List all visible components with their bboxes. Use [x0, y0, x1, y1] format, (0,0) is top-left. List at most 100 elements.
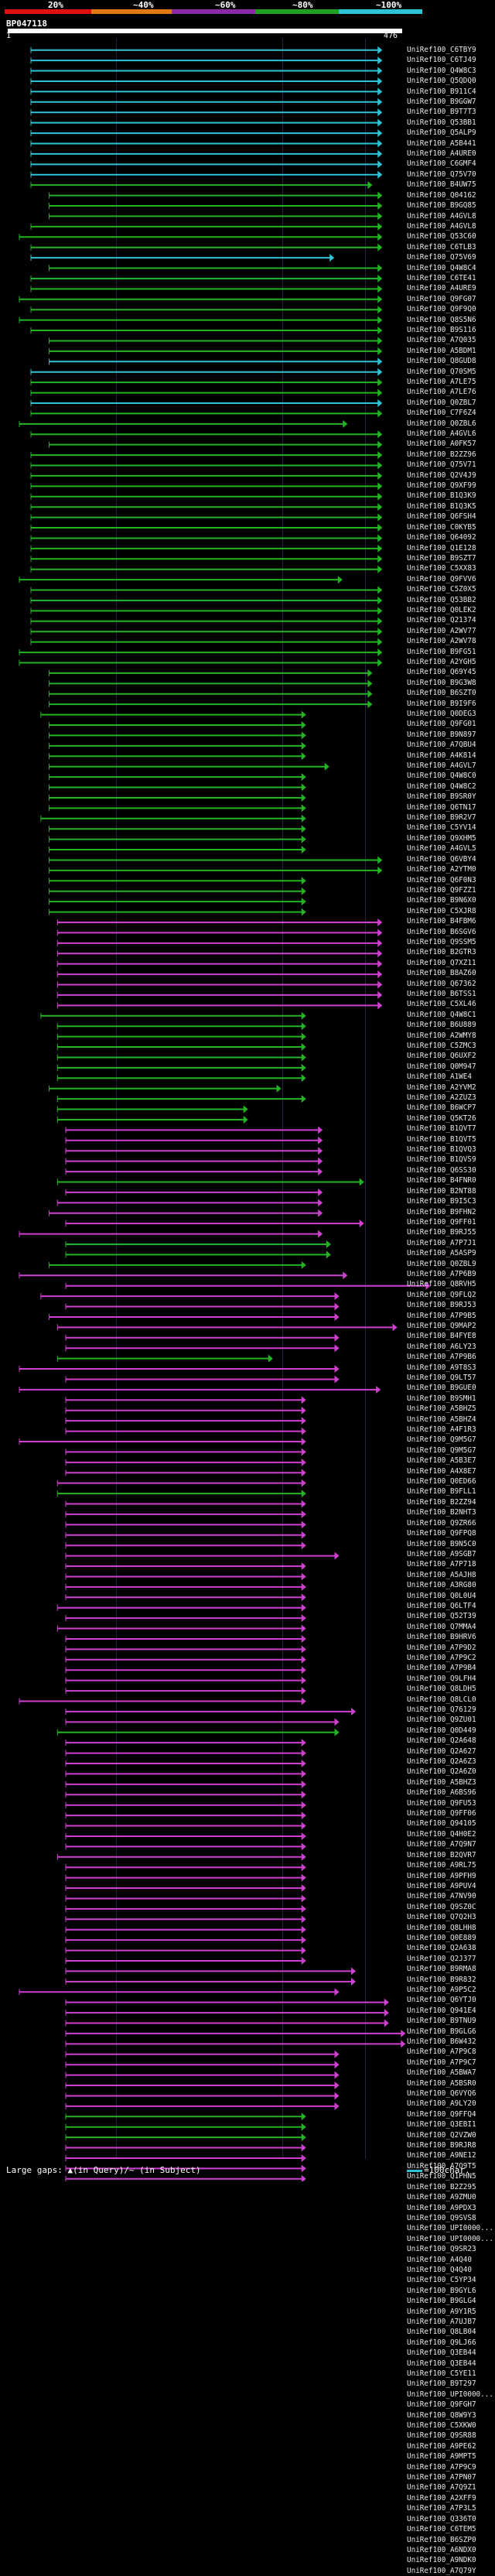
- hit-name[interactable]: UniRef100_Q9FPQ8: [407, 1529, 476, 1538]
- hit-track[interactable]: [56, 1354, 273, 1363]
- hit-name[interactable]: UniRef100_B9SMH1: [407, 1394, 476, 1403]
- hit-name[interactable]: UniRef100_Q941E4: [407, 2006, 476, 2015]
- hit-name[interactable]: UniRef100_A4URE9: [407, 284, 476, 293]
- hit-track[interactable]: [65, 2143, 306, 2152]
- hit-track[interactable]: [65, 2154, 306, 2162]
- hit-track[interactable]: [65, 2071, 340, 2079]
- hit-name[interactable]: UniRef100_B9GLG4: [407, 2297, 476, 2306]
- hit-track[interactable]: [65, 1582, 306, 1591]
- hit-track[interactable]: [49, 679, 373, 688]
- hit-name[interactable]: UniRef100_Q76129: [407, 1705, 476, 1714]
- hit-name[interactable]: UniRef100_Q336T0: [407, 2514, 476, 2523]
- hit-name[interactable]: UniRef100_Q9ZU01: [407, 1716, 476, 1725]
- hit-track[interactable]: [30, 513, 383, 522]
- hit-track[interactable]: [19, 1988, 340, 1996]
- hit-track[interactable]: [19, 648, 383, 657]
- hit-track[interactable]: [56, 1063, 306, 1072]
- hit-track[interactable]: [65, 1915, 306, 1924]
- hit-track[interactable]: [30, 596, 383, 604]
- hit-name[interactable]: UniRef100_Q1E128: [407, 543, 476, 552]
- hit-name[interactable]: UniRef100_A9PE62: [407, 2441, 476, 2451]
- hit-name[interactable]: UniRef100_B4FNR0: [407, 1176, 476, 1185]
- hit-track[interactable]: [30, 56, 383, 65]
- hit-name[interactable]: UniRef100_Q75V69: [407, 253, 476, 262]
- hit-name[interactable]: UniRef100_C5XKW0: [407, 2421, 476, 2431]
- hit-name[interactable]: UniRef100_Q04162: [407, 190, 476, 200]
- hit-name[interactable]: UniRef100_A9LY20: [407, 2099, 476, 2109]
- hit-track[interactable]: [30, 378, 383, 387]
- hit-name[interactable]: UniRef100_A7P9B4: [407, 1664, 476, 1673]
- hit-track[interactable]: [65, 1770, 306, 1778]
- hit-track[interactable]: [49, 689, 373, 698]
- hit-track[interactable]: [65, 1240, 331, 1249]
- hit-name[interactable]: UniRef100_A5AJH8: [407, 1570, 476, 1579]
- hit-name[interactable]: UniRef100_Q8LHH8: [407, 1923, 476, 1932]
- hit-name[interactable]: UniRef100_B1QVQ3: [407, 1145, 476, 1155]
- hit-name[interactable]: UniRef100_Q4W8C3: [407, 66, 476, 75]
- hit-track[interactable]: [65, 1998, 389, 2006]
- hit-name[interactable]: UniRef100_C6TJ49: [407, 56, 476, 65]
- hit-name[interactable]: UniRef100_B9I9F6: [407, 699, 476, 708]
- hit-name[interactable]: UniRef100_B9SR0Y: [407, 792, 476, 802]
- hit-name[interactable]: UniRef100_Q6SS30: [407, 1165, 476, 1175]
- hit-name[interactable]: UniRef100_A9PFH9: [407, 1871, 476, 1880]
- hit-track[interactable]: [56, 1001, 383, 1010]
- hit-track[interactable]: [65, 1281, 431, 1290]
- hit-track[interactable]: [65, 1822, 306, 1830]
- hit-track[interactable]: [30, 181, 373, 190]
- hit-track[interactable]: [65, 1551, 340, 1560]
- hit-name[interactable]: UniRef100_A5BHZ5: [407, 1404, 476, 1414]
- hit-track[interactable]: [56, 1032, 306, 1041]
- hit-track[interactable]: [49, 721, 306, 730]
- hit-name[interactable]: UniRef100_Q8LB04: [407, 2328, 476, 2337]
- hit-track[interactable]: [49, 887, 306, 895]
- hit-track[interactable]: [56, 960, 383, 968]
- hit-name[interactable]: UniRef100_A9RL75: [407, 1861, 476, 1870]
- hit-track[interactable]: [65, 1655, 306, 1664]
- hit-track[interactable]: [56, 1603, 306, 1612]
- hit-name[interactable]: UniRef100_B2NT88: [407, 1186, 476, 1196]
- hit-track[interactable]: [65, 2009, 389, 2017]
- hit-track[interactable]: [65, 1469, 306, 1477]
- hit-track[interactable]: [65, 1863, 306, 1872]
- hit-track[interactable]: [30, 87, 383, 96]
- hit-track[interactable]: [49, 825, 306, 833]
- hit-name[interactable]: UniRef100_Q0ED66: [407, 1477, 476, 1486]
- hit-name[interactable]: UniRef100_A5BHZ3: [407, 1777, 476, 1787]
- hit-track[interactable]: [30, 586, 383, 594]
- hit-name[interactable]: UniRef100_A7P6B9: [407, 1269, 476, 1278]
- hit-name[interactable]: UniRef100_A9MPT5: [407, 2452, 476, 2461]
- hit-track[interactable]: [49, 866, 383, 874]
- hit-name[interactable]: UniRef100_Q0D449: [407, 1726, 476, 1735]
- hit-name[interactable]: UniRef100_Q8LDH5: [407, 1685, 476, 1694]
- hit-track[interactable]: [65, 2050, 340, 2058]
- hit-name[interactable]: UniRef100_Q67362: [407, 979, 476, 988]
- hit-name[interactable]: UniRef100_B6SGV6: [407, 927, 476, 936]
- hit-track[interactable]: [65, 1375, 340, 1384]
- hit-track[interactable]: [65, 1427, 306, 1435]
- hit-track[interactable]: [19, 1697, 306, 1705]
- hit-name[interactable]: UniRef100_Q9FZZ1: [407, 885, 476, 895]
- hit-track[interactable]: [65, 1666, 306, 1675]
- hit-name[interactable]: UniRef100_B6TSS1: [407, 989, 476, 998]
- hit-name[interactable]: UniRef100_Q0DEG3: [407, 710, 476, 718]
- hit-track[interactable]: [30, 108, 383, 117]
- hit-track[interactable]: [65, 2040, 406, 2048]
- hit-track[interactable]: [56, 1053, 306, 1062]
- hit-track[interactable]: [30, 222, 383, 231]
- hit-name[interactable]: UniRef100_Q2VZW0: [407, 2130, 476, 2140]
- hit-track[interactable]: [19, 316, 383, 324]
- hit-name[interactable]: UniRef100_B2GTR3: [407, 948, 476, 957]
- hit-name[interactable]: UniRef100_Q9M5G7: [407, 1435, 476, 1445]
- hit-name[interactable]: UniRef100_C5Z0X5: [407, 585, 476, 594]
- hit-track[interactable]: [49, 191, 383, 200]
- hit-track[interactable]: [56, 1728, 340, 1736]
- hit-name[interactable]: UniRef100_Q4W8C1: [407, 1010, 476, 1019]
- hit-track[interactable]: [49, 898, 306, 906]
- hit-track[interactable]: [65, 1250, 331, 1259]
- hit-name[interactable]: UniRef100_A9P5C2: [407, 1985, 476, 1994]
- hit-name[interactable]: UniRef100_Q9FU53: [407, 1798, 476, 1808]
- hit-track[interactable]: [56, 1074, 306, 1083]
- hit-track[interactable]: [30, 399, 383, 407]
- hit-track[interactable]: [65, 2123, 306, 2131]
